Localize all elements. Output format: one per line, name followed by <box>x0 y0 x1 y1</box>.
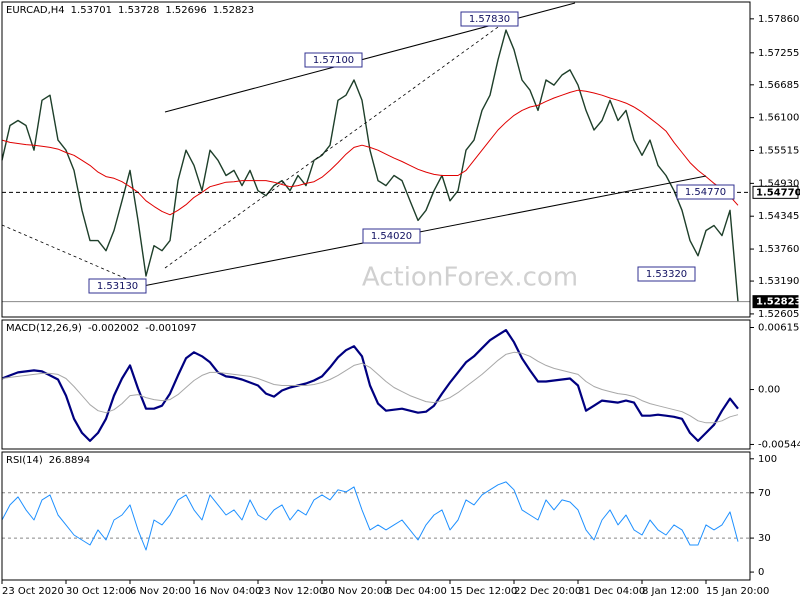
y-tick-label: 0.00 <box>758 385 780 396</box>
price-label: 1.52823 <box>756 297 800 308</box>
annotation-box <box>362 228 421 244</box>
annotation: 1.53320 <box>646 269 687 280</box>
x-tick-label: 30 Nov 20:00 <box>322 586 389 597</box>
x-tick-label: 22 Dec 20:00 <box>514 586 581 597</box>
y-tick-label: 0.006155 <box>758 323 800 334</box>
indicator-title: EURCAD,H4 <box>6 5 65 16</box>
annotation-box <box>88 278 147 294</box>
header-value: 26.8894 <box>49 455 90 466</box>
annotation: 1.54020 <box>371 231 412 242</box>
annotation-box <box>460 11 519 27</box>
y-tick-label: 1.57860 <box>758 14 799 25</box>
panel-header: RSI(14) 26.8894 <box>6 455 90 466</box>
annotation: 1.57100 <box>313 55 354 66</box>
x-tick-label: 8 Dec 04:00 <box>386 586 447 597</box>
indicator-title: MACD(12,26,9) <box>6 323 82 334</box>
trend-line <box>142 175 707 287</box>
macd-panel-frame <box>1 319 751 450</box>
y-tick-label: 1.56100 <box>758 113 799 124</box>
trend-line <box>164 21 506 269</box>
y-tick-label: 1.57255 <box>758 48 799 59</box>
x-tick-label: 23 Nov 12:00 <box>258 586 325 597</box>
trend-line <box>1 224 144 287</box>
overlay-layer: 1.54770 1.52823 1.57830 1.57100 1.54020 1.531… <box>2 11 800 309</box>
x-tick-label: 15 Jan 20:00 <box>706 586 769 597</box>
y-tick-label: 30 <box>758 533 771 544</box>
price-panel-frame <box>1 1 751 318</box>
y-tick-label: 1.53760 <box>758 244 799 255</box>
series-line <box>1 481 739 551</box>
annotation-box <box>676 184 735 200</box>
x-tick-label: 31 Dec 04:00 <box>578 586 645 597</box>
x-tick-label: 6 Nov 20:00 <box>130 586 191 597</box>
indicator-title: RSI(14) <box>6 455 43 466</box>
x-tick-label: 8 Jan 12:00 <box>642 586 699 597</box>
series-line <box>1 89 739 216</box>
header-value: -0.002002 <box>88 323 139 334</box>
annotation: 1.54770 <box>685 187 726 198</box>
price-label-box <box>752 295 799 309</box>
price-label-box <box>752 185 799 199</box>
series-line <box>1 329 739 442</box>
x-tick-label: 23 Oct 2020 <box>2 586 64 597</box>
y-tick-label: 1.53190 <box>758 276 799 287</box>
y-tick-label: 1.52605 <box>758 309 799 320</box>
y-tick-label: 70 <box>758 488 771 499</box>
y-tick-label: 0 <box>758 567 764 578</box>
annotation-box <box>637 266 696 282</box>
y-tick-label: 1.55515 <box>758 146 799 157</box>
x-tick-label: 30 Oct 12:00 <box>66 586 131 597</box>
header-value: -0.001097 <box>145 323 196 334</box>
series-line <box>1 351 739 424</box>
annotation: 1.53130 <box>97 281 138 292</box>
header-value: 1.53728 <box>118 5 159 16</box>
y-tick-label: -0.005449 <box>758 439 800 450</box>
panel-header: MACD(12,26,9) -0.002002 -0.001097 <box>6 323 197 334</box>
y-tick-label: 100 <box>758 454 777 465</box>
panel-header: EURCAD,H4 1.53701 1.53728 1.52696 1.52823 <box>6 5 254 16</box>
series-line <box>1 29 739 302</box>
header-value: 1.52823 <box>213 5 254 16</box>
x-tick-label: 15 Dec 12:00 <box>450 586 517 597</box>
header-value: 1.53701 <box>71 5 112 16</box>
y-tick-label: 1.54345 <box>758 211 799 222</box>
y-tick-label: 1.54930 <box>758 178 799 189</box>
y-tick-label: 1.56685 <box>758 80 799 91</box>
plot-layer: EURCAD,H4 1.53701 1.53728 1.52696 1.52823 Act… <box>1 5 800 597</box>
price-label: 1.54770 <box>756 187 800 198</box>
header-value: 1.52696 <box>165 5 206 16</box>
x-tick-label: 16 Nov 04:00 <box>194 586 261 597</box>
rsi-panel-frame <box>1 451 751 581</box>
watermark: ActionForex.com <box>362 263 578 293</box>
annotation-box <box>304 52 363 68</box>
annotation: 1.57830 <box>469 14 510 25</box>
